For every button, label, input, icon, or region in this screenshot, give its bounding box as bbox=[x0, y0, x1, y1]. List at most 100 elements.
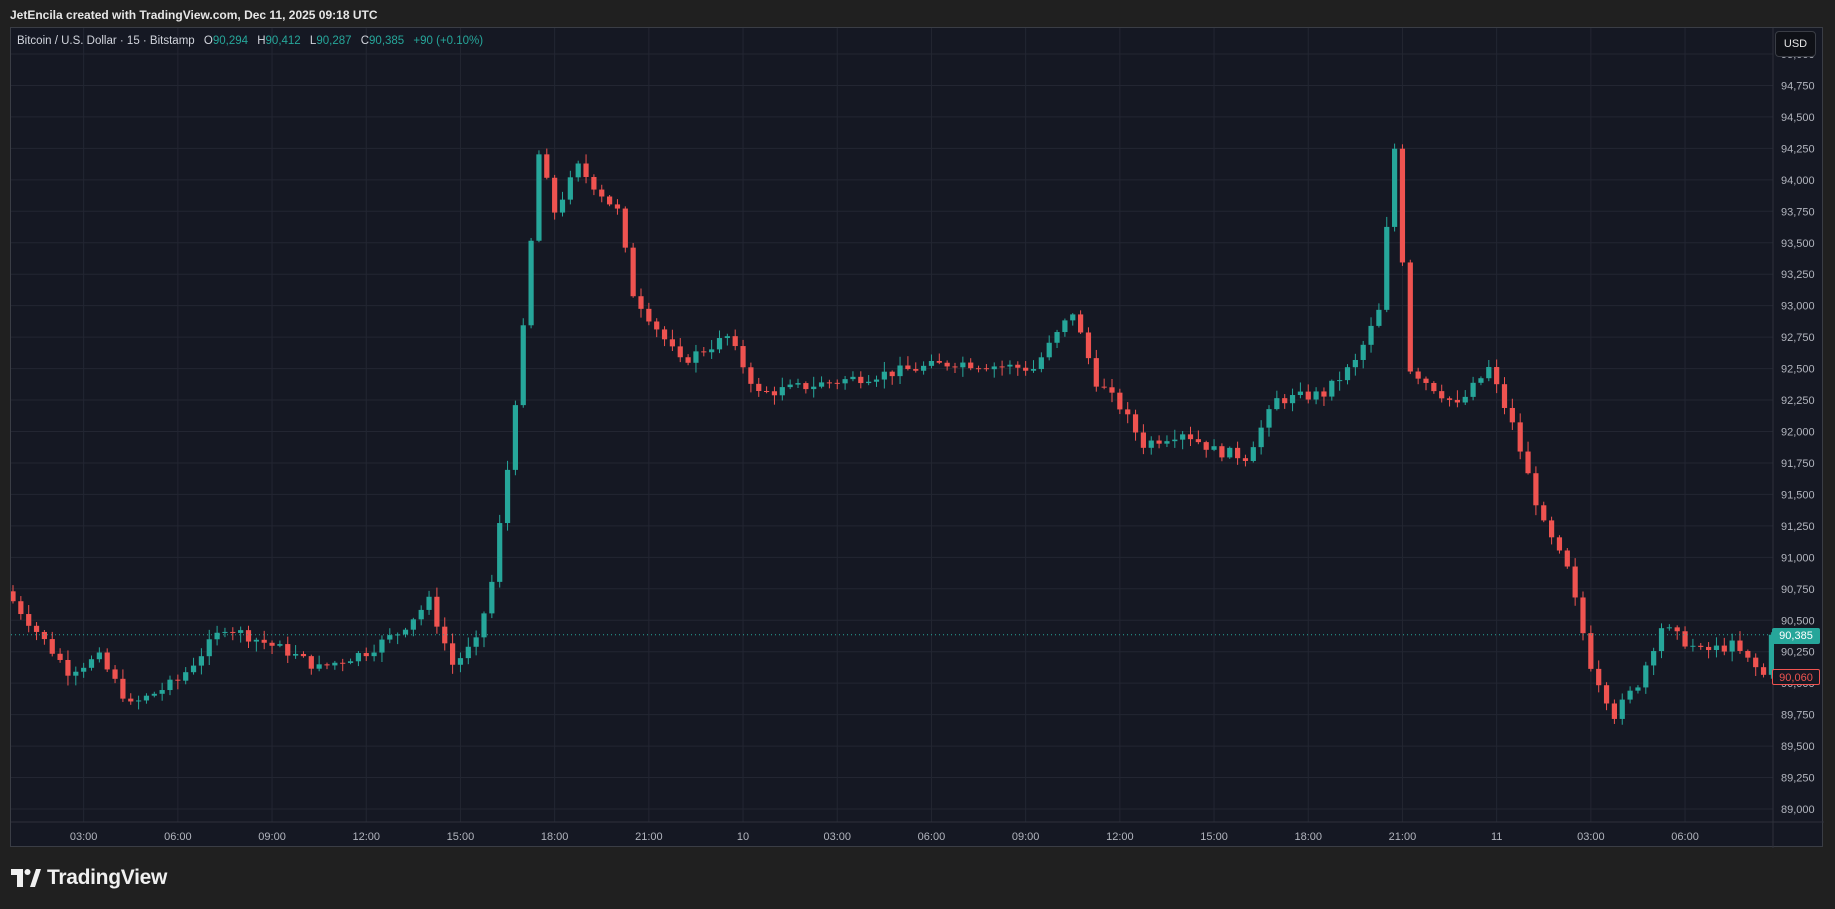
tradingview-logo-icon bbox=[11, 869, 41, 887]
candle-body bbox=[756, 383, 762, 391]
currency-button[interactable]: USD bbox=[1775, 31, 1816, 57]
candle-body bbox=[1635, 687, 1641, 691]
candle-body bbox=[1321, 391, 1327, 397]
candle-body bbox=[49, 639, 55, 654]
y-tick-label: 92,250 bbox=[1781, 395, 1815, 407]
y-tick-label: 89,250 bbox=[1781, 773, 1815, 785]
candle-body bbox=[136, 700, 142, 702]
candlestick-chart[interactable]: 89,00089,25089,50089,75090,00090,25090,5… bbox=[11, 28, 1824, 848]
candle-body bbox=[928, 360, 935, 366]
candle-body bbox=[771, 391, 778, 396]
candle-body bbox=[1706, 646, 1712, 651]
candle-body bbox=[504, 469, 511, 524]
candle-body bbox=[198, 656, 204, 666]
candle-body bbox=[143, 695, 150, 701]
candle-body bbox=[1289, 395, 1296, 404]
candle-body bbox=[669, 339, 675, 347]
candle-body bbox=[599, 189, 605, 197]
candle-body bbox=[1313, 391, 1319, 400]
candle-body bbox=[544, 154, 550, 178]
candle-body bbox=[567, 177, 573, 200]
candle-body bbox=[1713, 645, 1720, 651]
y-tick-label: 94,000 bbox=[1781, 175, 1815, 187]
candle-body bbox=[1148, 440, 1154, 448]
y-tick-label: 92,000 bbox=[1781, 427, 1815, 439]
candle-body bbox=[1187, 434, 1194, 440]
candle-body bbox=[402, 629, 409, 635]
legend-symbol[interactable]: Bitcoin / U.S. Dollar · 15 · Bitstamp bbox=[17, 35, 195, 47]
y-tick-label: 93,250 bbox=[1781, 269, 1815, 281]
candle-body bbox=[112, 669, 118, 679]
candle-body bbox=[1753, 657, 1759, 668]
candle-body bbox=[779, 387, 785, 396]
candle-body bbox=[238, 630, 244, 633]
candle-body bbox=[999, 366, 1005, 368]
candles bbox=[11, 143, 1774, 725]
grid-lines bbox=[11, 28, 1773, 822]
candle-body bbox=[936, 360, 942, 363]
candle-body bbox=[167, 679, 173, 691]
x-tick-label: 03:00 bbox=[823, 831, 851, 843]
candle-body bbox=[214, 632, 220, 640]
candle-body bbox=[905, 365, 911, 370]
candle-body bbox=[1651, 651, 1657, 666]
candle-body bbox=[1297, 391, 1303, 396]
y-tick-label: 93,750 bbox=[1781, 206, 1815, 218]
candle-body bbox=[277, 644, 283, 646]
candle-body bbox=[230, 631, 236, 633]
candle-body bbox=[1046, 342, 1052, 358]
tradingview-logo[interactable]: TradingView bbox=[11, 866, 167, 890]
candle-body bbox=[120, 678, 126, 699]
candle-body bbox=[850, 376, 856, 380]
candle-body bbox=[1392, 148, 1398, 227]
candle-body bbox=[379, 639, 385, 653]
candle-body bbox=[1085, 332, 1092, 359]
candle-body bbox=[1478, 378, 1484, 383]
candle-body bbox=[285, 644, 291, 656]
attribution-text: JetEncila created with TradingView.com, … bbox=[10, 8, 378, 22]
y-tick-label: 94,250 bbox=[1781, 143, 1815, 155]
candle-body bbox=[991, 366, 997, 370]
last-price-tag: 90,385 bbox=[1772, 628, 1820, 644]
y-tick-label: 91,250 bbox=[1781, 521, 1815, 533]
y-tick-label: 91,500 bbox=[1781, 489, 1815, 501]
candle-body bbox=[1250, 447, 1256, 461]
legend-open-label: O bbox=[203, 35, 213, 47]
candle-body bbox=[983, 368, 989, 370]
candle-body bbox=[1274, 398, 1280, 410]
brand-name: TradingView bbox=[47, 866, 168, 889]
candle-body bbox=[1070, 314, 1076, 321]
legend-high: 90,412 bbox=[265, 35, 301, 47]
candle-body bbox=[269, 642, 275, 646]
x-tick-label: 15:00 bbox=[447, 831, 475, 843]
y-tick-label: 89,500 bbox=[1781, 741, 1815, 753]
candle-body bbox=[1140, 432, 1146, 448]
candle-body bbox=[1698, 645, 1704, 647]
candle-body bbox=[1093, 358, 1099, 387]
candle-body bbox=[1023, 367, 1029, 371]
candle-body bbox=[1030, 369, 1037, 371]
candle-body bbox=[748, 367, 754, 384]
candle-body bbox=[253, 639, 259, 642]
x-tick-label: 10 bbox=[737, 831, 749, 843]
x-tick-label: 18:00 bbox=[541, 831, 569, 843]
candle-body bbox=[952, 366, 958, 368]
candle-body bbox=[222, 631, 228, 633]
candle-body bbox=[1454, 399, 1460, 403]
candle-body bbox=[1164, 441, 1170, 444]
candle-body bbox=[818, 382, 825, 387]
candle-body bbox=[1760, 667, 1767, 675]
candle-body bbox=[921, 365, 927, 371]
candle-body bbox=[1305, 391, 1311, 400]
candle-body bbox=[418, 609, 424, 620]
candle-body bbox=[1282, 398, 1288, 404]
candle-body bbox=[1007, 364, 1013, 367]
candle-body bbox=[614, 204, 621, 209]
candle-body bbox=[1627, 690, 1633, 700]
candle-body bbox=[128, 698, 134, 702]
x-tick-label: 06:00 bbox=[1671, 831, 1699, 843]
candle-body bbox=[1125, 409, 1131, 415]
chart-pane[interactable]: 89,00089,25089,50089,75090,00090,25090,5… bbox=[10, 27, 1824, 848]
x-tick-label: 09:00 bbox=[258, 831, 286, 843]
candle-body bbox=[1235, 447, 1241, 459]
